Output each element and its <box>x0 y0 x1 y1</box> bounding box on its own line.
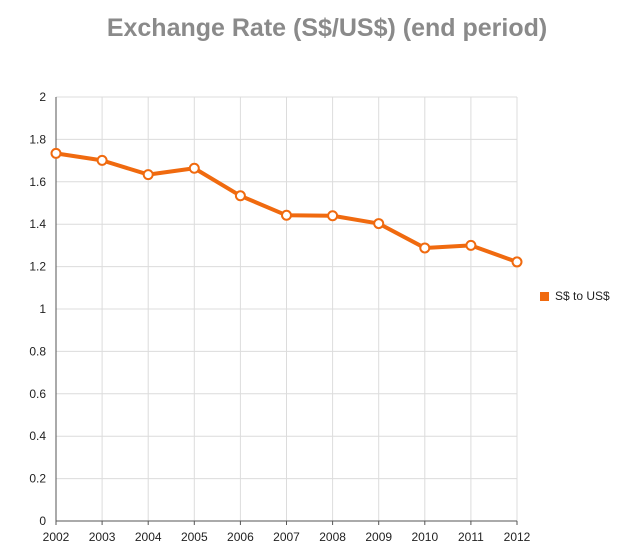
x-tick-label: 2002 <box>43 530 70 544</box>
y-tick-label: 0.8 <box>29 344 46 358</box>
y-tick-label: 1.4 <box>29 217 46 231</box>
data-point <box>188 162 200 174</box>
data-point <box>96 154 108 166</box>
x-tick-label: 2005 <box>181 530 208 544</box>
y-tick-label: 0.4 <box>29 429 46 443</box>
y-tick-label: 0.6 <box>29 387 46 401</box>
data-point <box>327 210 339 222</box>
x-tick-label: 2010 <box>411 530 438 544</box>
legend: S$ to US$ <box>540 289 610 303</box>
legend-label: S$ to US$ <box>555 289 610 303</box>
legend-swatch <box>540 291 549 301</box>
x-tick-label: 2007 <box>273 530 300 544</box>
data-point <box>281 209 292 221</box>
x-tick-label: 2011 <box>458 530 484 544</box>
series-group <box>50 147 523 268</box>
x-tick-label: 2012 <box>504 530 531 544</box>
data-point <box>142 169 154 181</box>
data-point <box>373 218 385 230</box>
x-tick-label: 2003 <box>89 530 116 544</box>
x-tick-label: 2006 <box>227 530 254 544</box>
x-tick-label: 2008 <box>319 530 346 544</box>
axes <box>55 97 517 522</box>
y-tick-label: 1.2 <box>29 260 46 274</box>
chart-title: Exchange Rate (S$/US$) (end period) <box>106 14 548 42</box>
y-tick-label: 0 <box>39 514 46 528</box>
x-axis-ticks: 2002 2003 2004 2005 2006 2007 2008 2009 2010 2011… <box>43 521 531 544</box>
data-point <box>465 239 477 251</box>
grid-lines <box>55 96 518 522</box>
y-axis-ticks: 0 0.2 0.4 0.6 0.8 1 1.2 1.4 1.6 1.8 2 <box>29 90 46 528</box>
x-tick-label: 2004 <box>135 530 162 544</box>
y-tick-label: 1 <box>39 302 46 316</box>
data-point <box>50 147 62 159</box>
data-point <box>419 242 431 254</box>
data-point <box>511 256 523 268</box>
y-tick-label: 1.6 <box>29 175 46 189</box>
y-tick-label: 0.2 <box>29 472 46 486</box>
x-tick-label: 2009 <box>365 530 392 544</box>
data-point <box>234 190 246 202</box>
y-tick-label: 1.8 <box>29 132 46 146</box>
y-tick-label: 2 <box>39 90 46 104</box>
